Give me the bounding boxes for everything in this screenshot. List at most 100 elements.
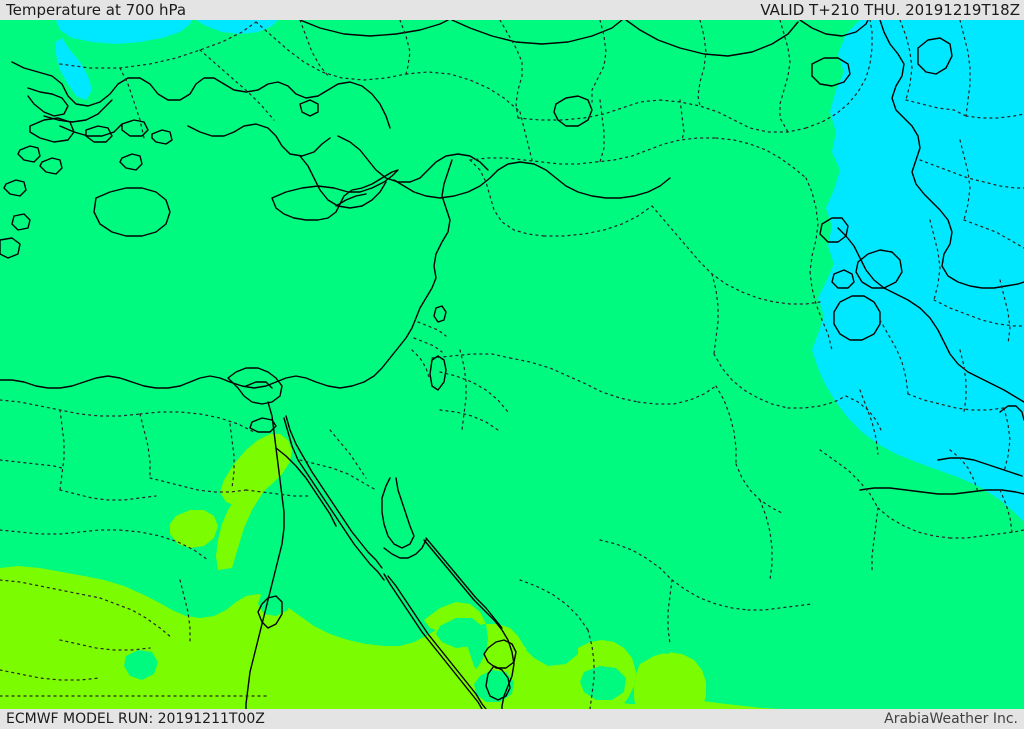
coastline-galilee [433,305,447,323]
border-uae-om [999,489,1013,533]
border-il-1 [417,321,447,337]
border-eg-12 [0,579,101,599]
temp-band-cool [812,20,1024,522]
border-ir-14 [1003,407,1011,473]
temp-band-warm-nile-blob [220,434,292,506]
border-sa-e-2 [735,463,785,515]
border-ir-8 [929,219,941,301]
border-sy-2 [543,205,653,237]
border-sy-6 [519,111,533,161]
coastline-turkey-s-shore [393,161,671,199]
temperature-map[interactable] [0,20,1024,709]
border-jo-3 [459,349,467,431]
coastline-levant [0,159,453,389]
coastline-s-turkey-2 [337,135,489,183]
coastline-aegean-inlet-1 [27,87,69,117]
border-iq-5 [711,273,719,355]
page-title: Temperature at 700 hPa [6,1,187,19]
border-ir-12 [907,393,1005,411]
coastline-crete-main [93,187,171,237]
coastline-nile-delta-2 [245,381,273,389]
attribution-label: ArabiaWeather Inc. [884,711,1018,727]
coastline-red-sea-west-2 [383,573,483,709]
border-ir-10 [999,279,1011,345]
border-ir-9 [933,299,1024,327]
coastline-island-8 [11,213,31,231]
border-sa-s-4 [671,579,749,611]
coastline-gulf-of-aqaba [381,477,415,549]
coastline-sinai-south [383,539,427,559]
border-tr-1 [59,21,257,69]
border-sy-5 [715,137,807,179]
temp-band-warm-west-patch [170,510,218,548]
coastlines [0,20,1024,709]
lake-van [811,57,851,87]
coastline-hejaz-detail-2 [485,665,511,701]
coastline-island-1 [85,125,113,143]
border-tr-11 [659,99,807,133]
coastline-crete [29,117,75,143]
coastline-aegean-turkey [11,61,391,129]
temp-band-cool-nw-tail [56,38,92,100]
border-sa-s-1 [519,579,589,631]
border-sa-s-3 [599,539,673,581]
border-ir-6 [959,139,971,221]
header-bar: Temperature at 700 hPa VALID T+210 THU. … [0,0,1024,20]
border-sa-n-2 [637,385,717,405]
border-il-3 [411,349,431,381]
border-jo-2 [439,409,499,431]
border-iq-1 [805,177,819,273]
border-ir-5 [919,159,1024,189]
border-eg-1 [0,399,141,417]
border-iq-6 [713,353,789,409]
border-sy-7 [599,99,605,163]
border-tr-7 [399,20,411,75]
border-kw [845,395,883,433]
border-tr-9 [591,20,607,103]
border-eg-11 [119,529,209,561]
coastline-s-turkey [187,123,331,157]
border-eg-3 [139,413,151,479]
border-eg-5 [59,409,65,491]
border-sa-s-8 [819,449,879,509]
border-tr-8 [499,20,523,119]
border-iq-7 [787,395,847,409]
lake-outline-2 [831,269,855,289]
border-ir-4 [965,113,1024,119]
border-sa-e-1 [715,385,737,465]
border-tr-3 [199,49,275,121]
coastline-qatar [999,405,1024,421]
coastline-gulf-head [937,457,1023,477]
border-eg-7 [0,459,63,469]
coastline-aegean-inlet-2 [43,99,113,123]
coastline-gulf-of-suez [283,417,385,581]
temp-band-warm-main [0,566,780,709]
lake-outline-4 [819,217,849,243]
coastline-sinai-west [285,415,383,569]
lake-nasser [257,595,283,629]
footer-bar: ECMWF MODEL RUN: 20191211T00Z ArabiaWeat… [0,709,1024,729]
border-eg-14 [99,597,173,639]
border-eg-10 [0,529,121,535]
coastline-persian-gulf-iran [879,20,1024,289]
valid-time-label: VALID T+210 THU. 20191219T18Z [760,1,1020,19]
border-ir-1 [899,20,913,101]
lake-outline-1 [855,249,903,289]
border-sa-s-7 [759,499,773,581]
lake-tuz [553,95,593,127]
coastline-red-sea-west [387,575,487,709]
lake-qarun [249,417,277,433]
coastline-black-sea-3 [625,20,799,57]
border-iq-2 [809,271,833,351]
border-eg-2 [139,411,255,433]
border-eg-16 [0,669,101,681]
temp-band-mid-island-7 [124,650,158,680]
coastline-cyprus [271,169,399,221]
border-tr-12 [697,20,707,107]
border-eg-13 [179,579,191,645]
temp-band-warm-arabia-east [634,652,706,709]
model-run-label: ECMWF MODEL RUN: 20191211T00Z [6,711,265,727]
river-nile [245,401,285,709]
coastline-island-6 [119,153,143,171]
